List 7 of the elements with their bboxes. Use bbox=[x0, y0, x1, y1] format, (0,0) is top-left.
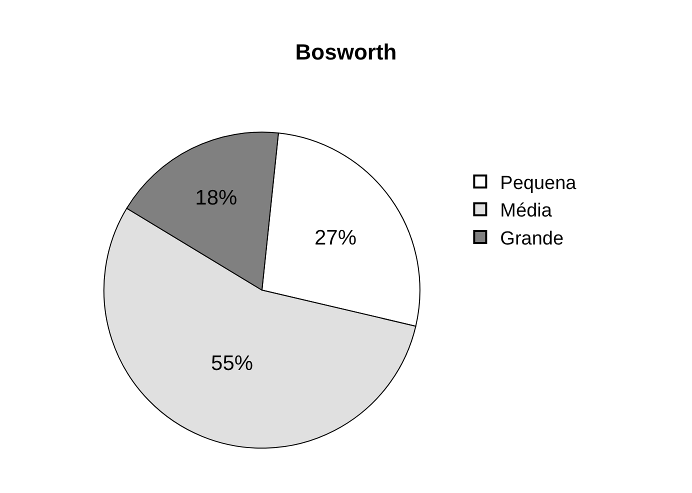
data-label: 55% bbox=[211, 352, 254, 375]
legend-label: Média bbox=[500, 200, 552, 222]
data-label: 18% bbox=[195, 186, 238, 210]
chart-title: Bosworth bbox=[295, 39, 397, 64]
legend-label: Pequena bbox=[500, 172, 577, 194]
data-label: 27% bbox=[314, 226, 357, 250]
legend-label: Grande bbox=[500, 228, 564, 250]
